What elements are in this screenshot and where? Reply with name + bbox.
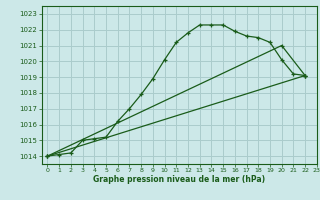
X-axis label: Graphe pression niveau de la mer (hPa): Graphe pression niveau de la mer (hPa) xyxy=(93,175,265,184)
